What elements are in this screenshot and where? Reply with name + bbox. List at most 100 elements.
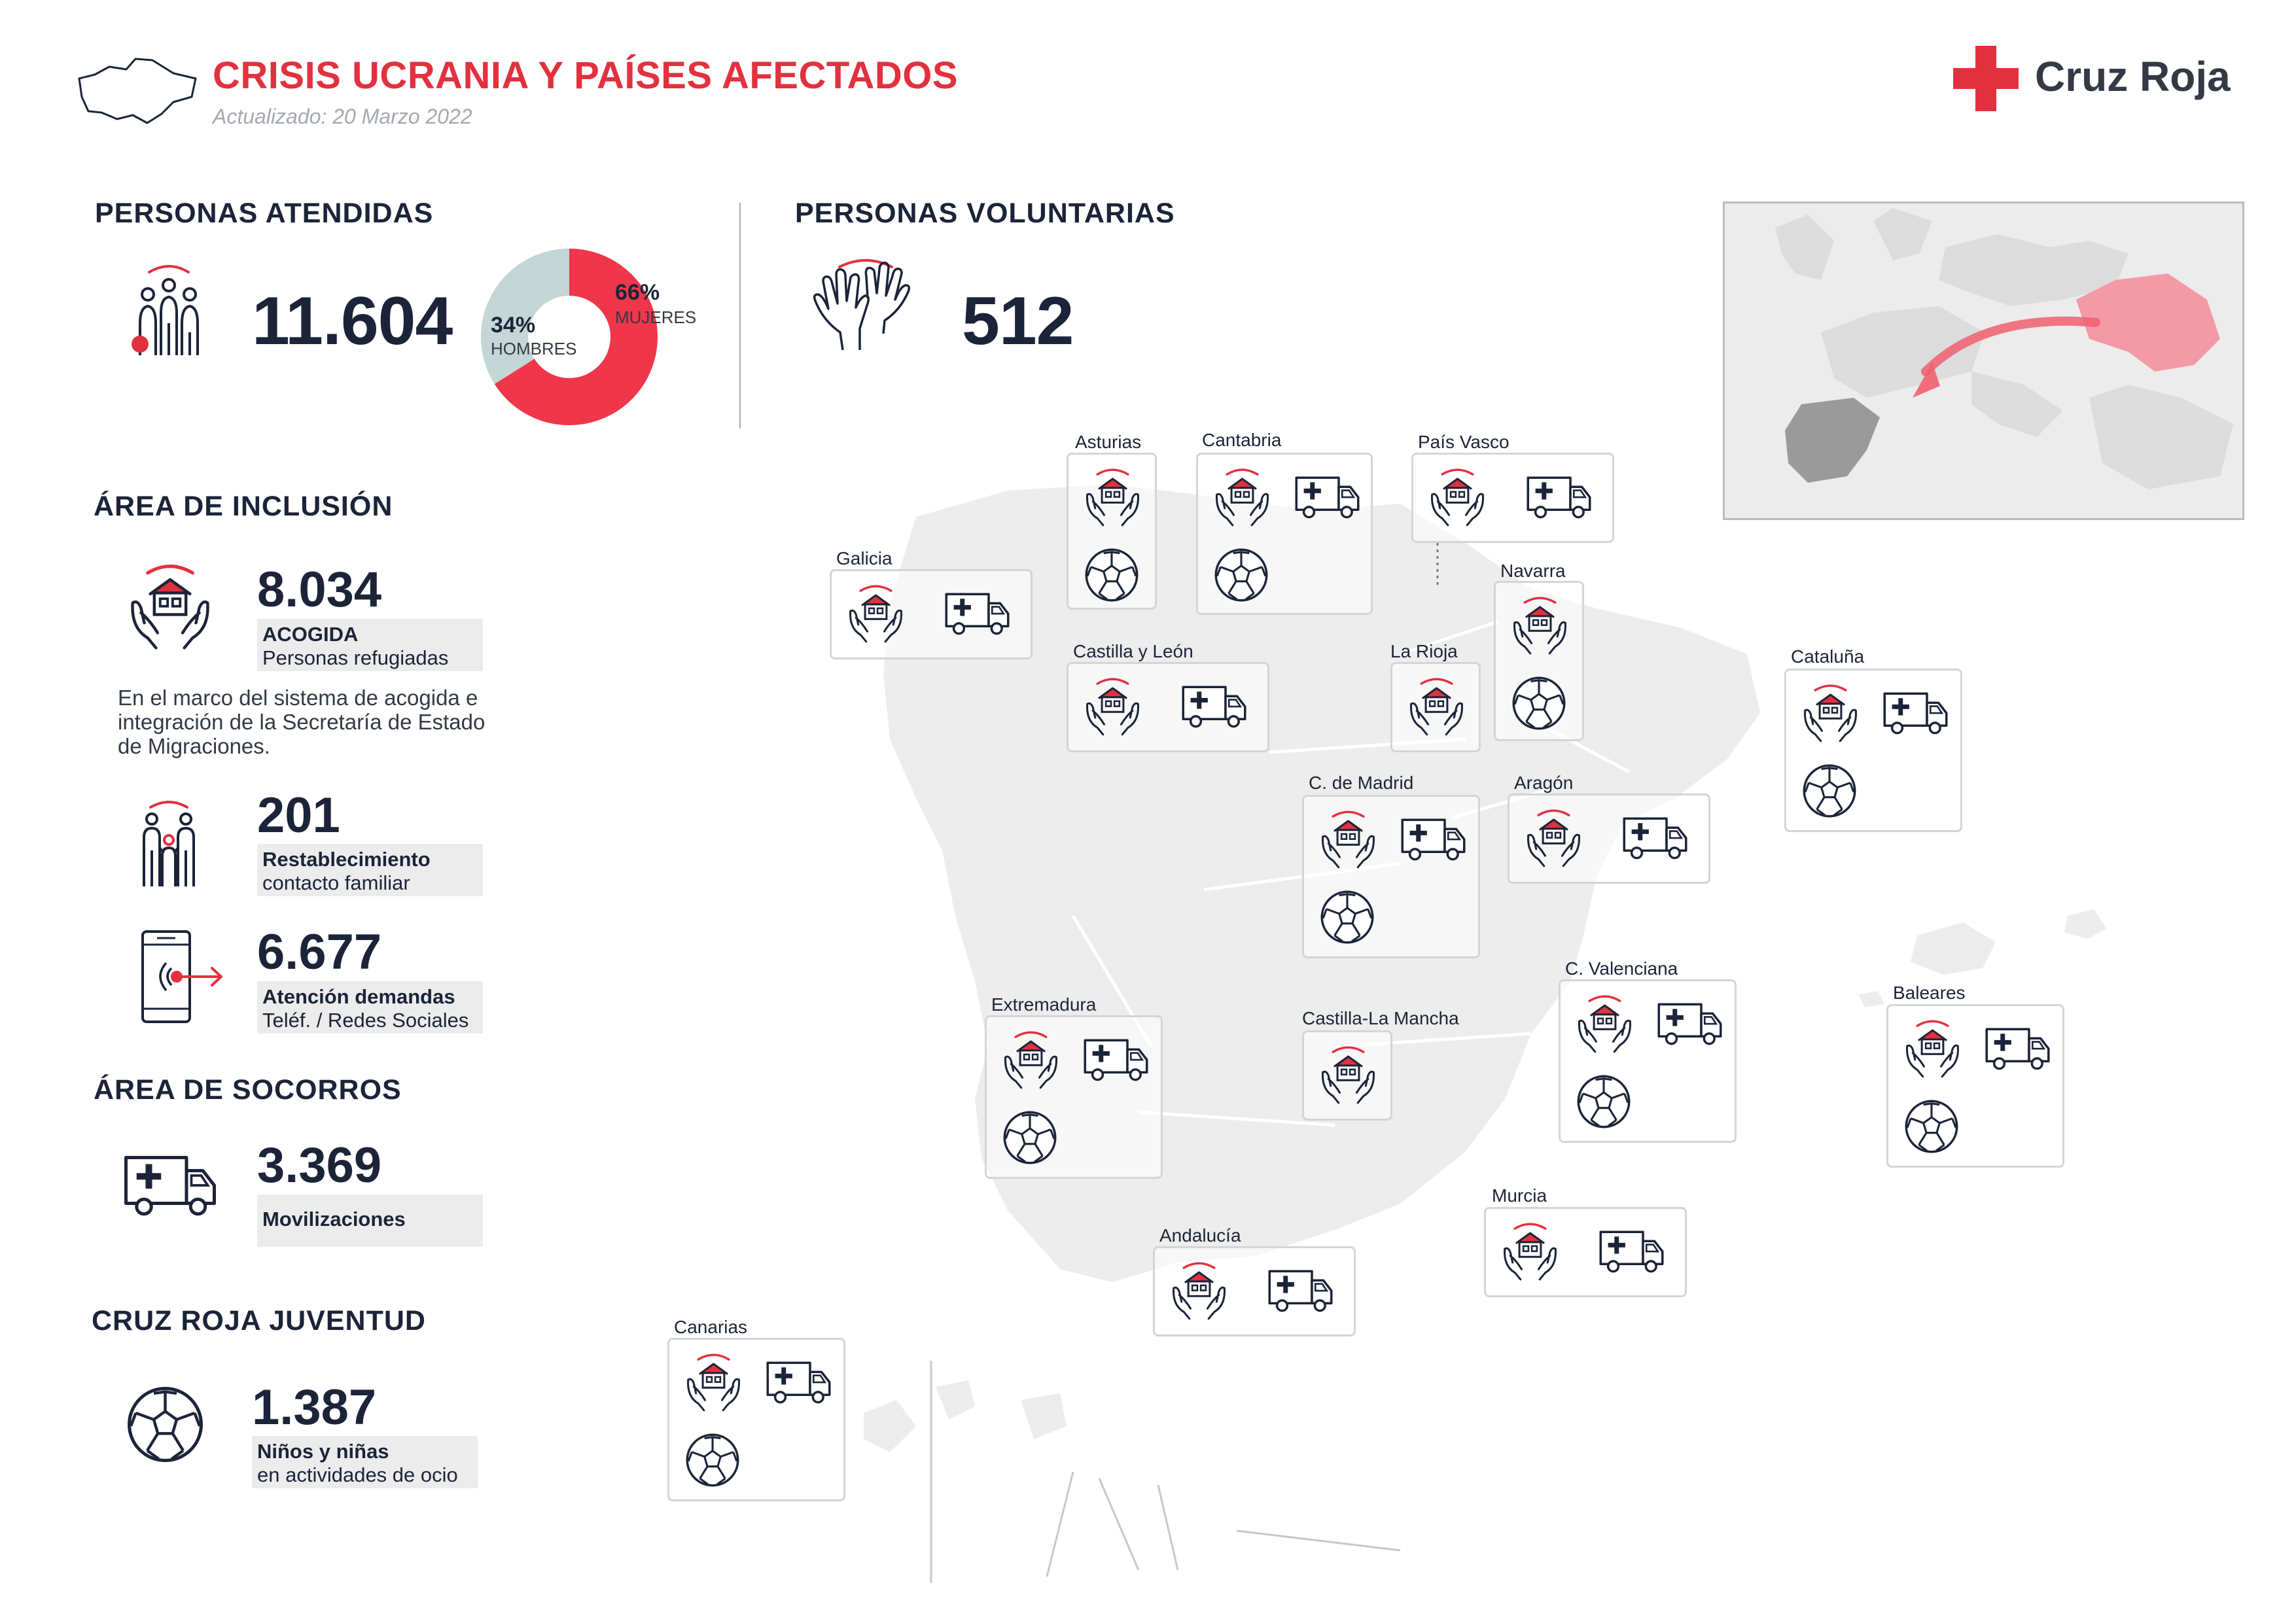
region-name-murcia: Murcia <box>1492 1185 1547 1206</box>
house-in-hands-icon <box>1317 1044 1379 1106</box>
region-card-asturias <box>1067 453 1157 610</box>
region-card-extremadura <box>985 1015 1163 1179</box>
football-icon <box>1575 1073 1633 1130</box>
atencion-sublabel: Teléf. / Redes Sociales <box>262 1009 469 1032</box>
region-name-canarias: Canarias <box>674 1317 748 1337</box>
house-in-hands-icon <box>1317 809 1379 871</box>
donut-women-slice <box>481 249 658 425</box>
region-name-pais-vasco: País Vasco <box>1418 432 1510 452</box>
personas-voluntarias-value: 512 <box>962 283 1074 359</box>
region-card-castilla-la-mancha <box>1302 1030 1392 1121</box>
football-icon <box>1001 1109 1059 1166</box>
atencion-label-box: Atención demandas Teléf. / Redes Sociale… <box>257 981 483 1034</box>
restablecimiento-sublabel: contacto familiar <box>262 871 410 894</box>
section-divider <box>739 203 741 428</box>
house-in-hands-icon <box>1405 676 1468 738</box>
updated-date: Actualizado: 20 Marzo 2022 <box>213 105 472 128</box>
region-card-valenciana <box>1559 979 1737 1143</box>
football-icon <box>1318 888 1376 946</box>
acogida-label: ACOGIDA <box>262 623 359 646</box>
region-card-canarias <box>667 1338 845 1501</box>
ambulance-icon <box>943 591 1012 637</box>
ambulance-icon <box>1983 1026 2052 1072</box>
football-icon <box>1510 674 1568 732</box>
region-name-cataluna: Cataluña <box>1791 646 1865 667</box>
people-group-icon <box>123 260 215 358</box>
restablecimiento-label: Restablecimiento <box>262 848 431 871</box>
phone-icon <box>137 928 229 1026</box>
region-name-cantabria: Cantabria <box>1202 430 1282 450</box>
region-card-la-rioja <box>1390 662 1481 752</box>
football-icon <box>684 1431 741 1489</box>
region-card-madrid <box>1302 795 1480 958</box>
region-name-aragon: Aragón <box>1514 773 1574 793</box>
personas-atendidas-value: 11.604 <box>252 283 453 359</box>
gender-donut-chart <box>481 249 658 425</box>
donut-women-pct: 66% <box>615 280 660 305</box>
house-in-hands-icon <box>1082 466 1144 529</box>
house-in-hands-icon <box>845 583 907 645</box>
region-name-asturias: Asturias <box>1075 432 1142 452</box>
juventud-label-box: Niños y niñas en actividades de ocio <box>252 1436 478 1488</box>
donut-women-label: MUJERES <box>615 307 697 327</box>
red-cross-logo-icon <box>1953 46 2019 111</box>
page-title: CRISIS UCRANIA Y PAÍSES AFECTADOS <box>213 54 959 97</box>
region-card-cantabria <box>1196 453 1373 615</box>
ambulance-icon <box>121 1153 219 1218</box>
brand-name: Cruz Roja <box>2035 53 2231 100</box>
house-in-hands-icon <box>1426 466 1489 529</box>
house-in-hands-icon <box>124 561 216 653</box>
ambulance-icon <box>1266 1268 1335 1314</box>
restablecimiento-label-box: Restablecimiento contacto familiar <box>257 844 483 896</box>
juventud-title: CRUZ ROJA JUVENTUD <box>92 1305 426 1336</box>
region-name-valenciana: C. Valenciana <box>1565 958 1678 979</box>
region-card-pais-vasco <box>1411 453 1614 543</box>
acogida-description: En el marco del sistema de acogida e int… <box>118 686 486 758</box>
restablecimiento-value: 201 <box>257 788 340 843</box>
region-card-aragon <box>1508 794 1710 884</box>
acogida-value: 8.034 <box>257 562 382 618</box>
region-name-extremadura: Extremadura <box>991 994 1097 1015</box>
ambulance-icon <box>1655 1001 1724 1047</box>
region-name-andalucia: Andalucía <box>1159 1225 1241 1246</box>
house-in-hands-icon <box>1901 1018 1964 1080</box>
house-in-hands-icon <box>682 1352 745 1414</box>
region-name-navarra: Navarra <box>1500 561 1566 581</box>
ambulance-icon <box>1597 1229 1666 1274</box>
region-card-galicia <box>830 569 1033 659</box>
family-icon <box>130 798 208 890</box>
personas-atendidas-title: PERSONAS ATENDIDAS <box>95 198 434 229</box>
ambulance-icon <box>1293 474 1362 520</box>
socorros-label-box: Movilizaciones <box>257 1195 483 1247</box>
socorros-value: 3.369 <box>257 1138 382 1193</box>
ambulance-icon <box>1180 684 1248 729</box>
football-icon <box>124 1384 206 1465</box>
ambulance-icon <box>764 1359 833 1405</box>
region-card-baleares <box>1886 1004 2064 1168</box>
acogida-sublabel: Personas refugiadas <box>262 646 449 669</box>
region-name-madrid: C. de Madrid <box>1309 773 1414 793</box>
ukraine-outline-icon <box>78 58 197 124</box>
juventud-value: 1.387 <box>252 1380 377 1435</box>
socorros-label: Movilizaciones <box>262 1208 406 1230</box>
ambulance-icon <box>1525 474 1593 520</box>
acogida-label-box: ACOGIDA Personas refugiadas <box>257 619 483 671</box>
football-icon <box>1083 546 1140 604</box>
house-in-hands-icon <box>1509 595 1571 657</box>
region-name-galicia: Galicia <box>836 548 892 568</box>
raised-hands-icon <box>804 255 921 353</box>
ambulance-icon <box>1881 690 1950 736</box>
juventud-sublabel: en actividades de ocio <box>257 1463 458 1486</box>
house-in-hands-icon <box>1574 993 1636 1055</box>
house-in-hands-icon <box>1000 1029 1062 1091</box>
personas-voluntarias-title: PERSONAS VOLUNTARIAS <box>795 198 1175 229</box>
football-icon <box>1903 1098 1960 1155</box>
house-in-hands-icon <box>1082 676 1144 738</box>
region-name-castilla-la-mancha: Castilla-La Mancha <box>1302 1008 1459 1028</box>
juventud-label: Niños y niñas <box>257 1440 389 1463</box>
region-card-castilla-leon <box>1067 662 1269 752</box>
region-card-cataluna <box>1784 669 1962 832</box>
house-in-hands-icon <box>1168 1260 1230 1322</box>
europe-map <box>1723 201 2244 520</box>
region-card-andalucia <box>1153 1246 1356 1336</box>
